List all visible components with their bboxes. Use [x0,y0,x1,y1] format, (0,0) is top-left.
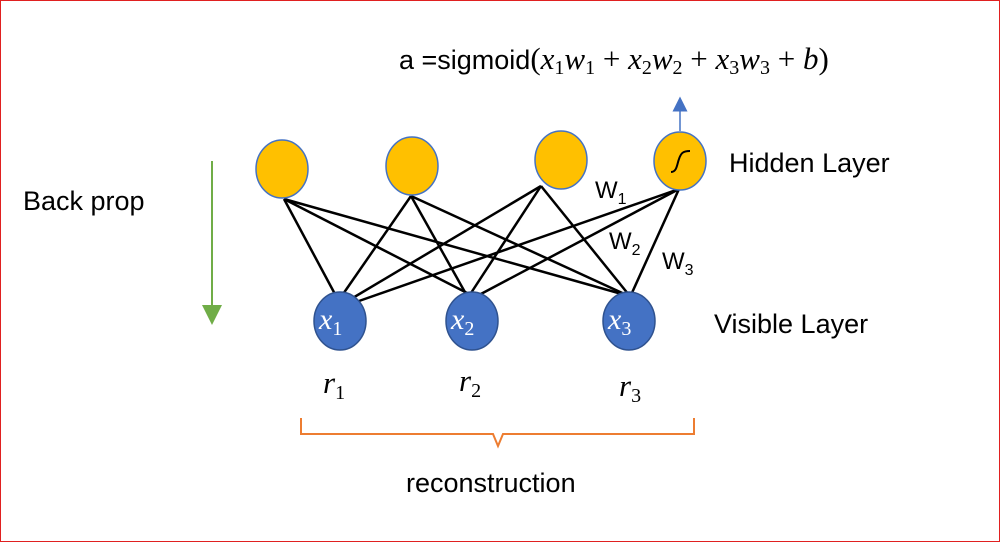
weight-label-w2: W2 [609,228,641,259]
r1-var: r [323,365,336,400]
weight-w1-base: W [595,177,618,204]
r2-var: r [459,363,472,398]
visible-node-2-label: x2 [451,303,475,340]
r2-sub: 2 [471,380,482,402]
formula-x2: x [628,41,642,76]
formula-plus-3: + [769,41,803,76]
edge-h2-v3 [410,194,632,299]
hidden-node-4 [653,131,707,191]
formula-w1-sub: 1 [585,57,596,79]
r3-var: r [619,368,632,403]
edge-h1-v3 [283,197,630,298]
visible-node-2-sub: 2 [464,318,475,340]
formula-x2-sub: 2 [641,57,652,79]
visible-layer-label: Visible Layer [714,309,869,339]
visible-node-3-var: x [608,303,622,336]
visible-node-2-var: x [451,303,465,336]
hidden-node-1 [255,139,309,199]
hidden-layer-label: Hidden Layer [729,148,890,178]
edge-h1-v2 [283,197,472,297]
hidden-node-3 [534,130,588,190]
formula-plus-1: + [595,41,629,76]
formula-plus-2: + [682,41,716,76]
visible-node-3-label: x3 [608,303,632,340]
weight-label-w1: W1 [595,177,627,208]
edge-h3-v2 [469,185,543,294]
visible-layer-nodes [313,291,656,351]
weight-w3-sub: 3 [684,262,694,279]
edge-h2-v2 [409,195,468,295]
weight-w2-base: W [609,228,632,255]
formula-x3: x [715,41,730,76]
formula-x1-sub: 1 [554,57,565,79]
edge-h3-v1 [350,184,542,301]
activation-formula: a =sigmoid(x1w1 + x2w2 + x3w3 + b) [399,41,829,79]
reconstruction-r1: r1 [323,365,346,404]
edge-h1-v1 [282,198,338,297]
visible-node-1-var: x [319,303,333,336]
visible-node-3 [602,291,656,351]
formula-close-paren: ) [818,41,829,76]
weight-label-w3: W3 [662,248,694,279]
formula-x1: x [540,41,555,76]
connections [282,184,681,303]
edge-h4-v3 [629,188,681,296]
edge-h4-v1 [358,187,680,303]
formula-w2-sub: 2 [672,57,683,79]
edge-h2-v1 [339,195,413,298]
formula-w1: w [564,41,586,76]
reconstruction-label: reconstruction [406,468,576,498]
formula-prefix: a =sigmoid [399,45,531,75]
formula-bias: b [802,41,819,76]
formula-w3: w [739,41,760,76]
sigmoid-curve-icon [670,150,691,173]
hidden-node-2 [385,136,439,196]
visible-node-2 [445,291,499,351]
formula-w2: w [651,41,673,76]
r1-sub: 1 [335,382,346,404]
reconstruction-r2: r2 [459,363,482,402]
edge-h3-v3 [540,185,630,296]
hidden-layer-nodes [255,130,707,199]
weight-w2-sub: 2 [631,242,641,259]
reconstruction-brace [300,418,695,449]
weight-w1-sub: 1 [617,191,627,208]
formula-x3-sub: 3 [729,57,740,79]
reconstruction-r3: r3 [619,368,642,407]
formula-w3-sub: 3 [759,57,770,79]
back-prop-label: Back prop [23,186,145,216]
visible-node-1-label: x1 [319,303,343,340]
visible-node-3-sub: 3 [621,318,632,340]
formula-open-paren: ( [530,41,541,76]
edge-h4-v2 [478,187,680,297]
r3-sub: 3 [631,385,642,407]
weight-w3-base: W [662,248,685,275]
visible-node-1-sub: 1 [332,318,343,340]
visible-node-1 [313,291,367,351]
